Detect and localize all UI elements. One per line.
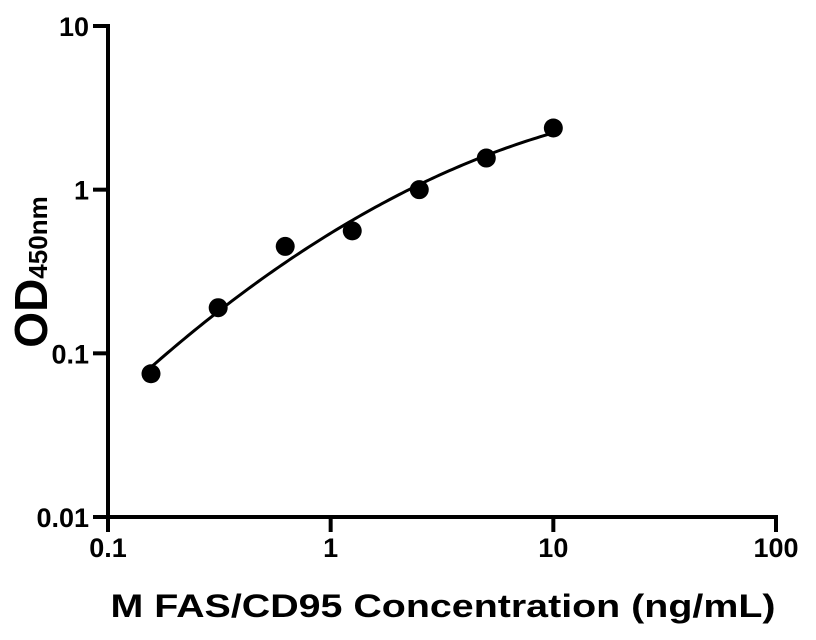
x-axis-tick-label: 0.1 [89, 533, 127, 563]
data-point [409, 180, 429, 200]
x-axis-tick-label: 10 [538, 533, 568, 563]
y-axis-tick-label: 0.1 [51, 339, 89, 369]
x-axis-title: M FAS/CD95 Concentration (ng/mL) [111, 588, 776, 624]
y-axis-tick-label: 0.01 [36, 503, 89, 533]
data-point [141, 364, 161, 384]
data-point [208, 298, 228, 318]
y-axis-title-main: OD [5, 279, 57, 348]
data-point [275, 236, 295, 256]
fit-curve [149, 131, 555, 369]
y-axis-title: OD450nm [5, 196, 57, 347]
y-axis-tick-label: 1 [74, 176, 89, 206]
x-axis-tick-label: 100 [753, 533, 798, 563]
axes-spines [106, 24, 778, 519]
y-axis-tick-label: 10 [59, 12, 89, 42]
data-point [543, 118, 563, 138]
x-axis-tick-label: 1 [323, 533, 338, 563]
data-point [342, 221, 362, 241]
y-axis-title-subscript: 450nm [23, 196, 53, 278]
data-point [476, 148, 496, 168]
